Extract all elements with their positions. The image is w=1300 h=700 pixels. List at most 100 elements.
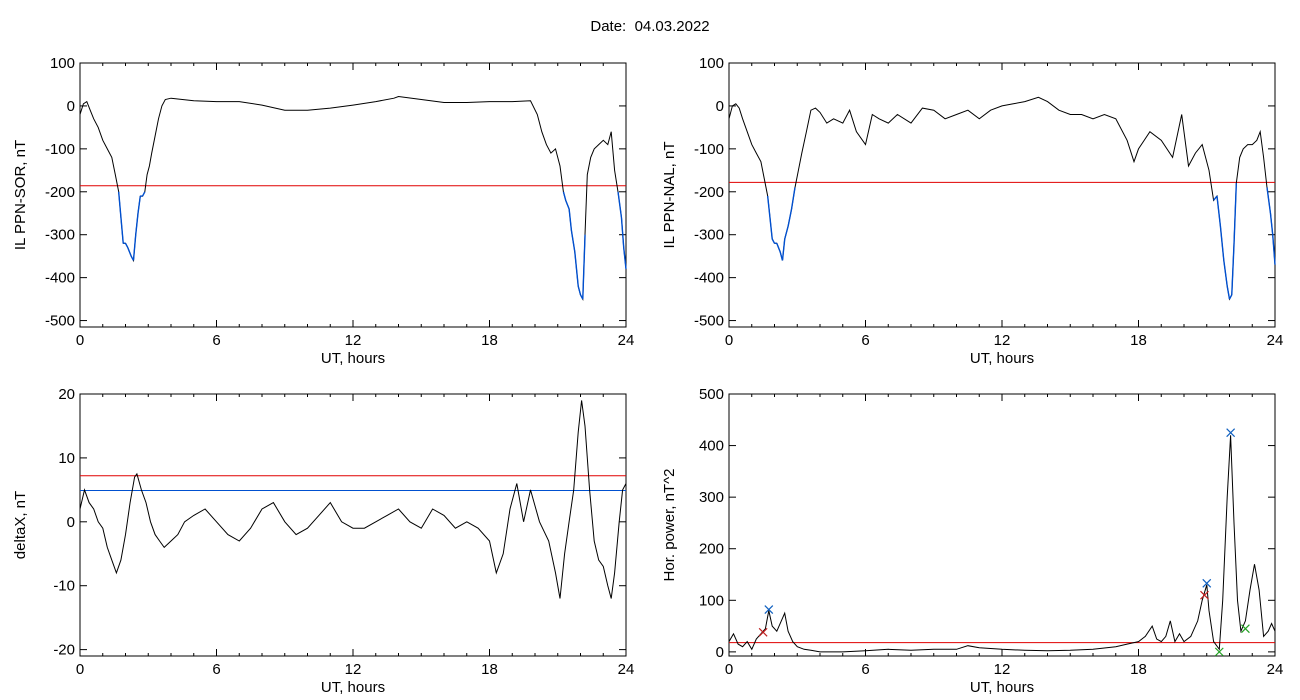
x-tick-label: 6 — [861, 332, 869, 349]
peak-marker — [758, 627, 768, 637]
y-tick-label: -500 — [45, 313, 75, 330]
x-tick-label: 24 — [618, 332, 635, 349]
below-threshold-segment — [617, 191, 623, 218]
series-line — [729, 435, 1275, 653]
y-tick-label: 100 — [699, 592, 724, 609]
y-axis-label: Hor. power, nT^2 — [661, 469, 678, 582]
y-tick-label: 100 — [699, 55, 724, 72]
x-axis-label: UT, hours — [970, 679, 1034, 696]
y-tick-label: 300 — [699, 489, 724, 506]
below-threshold-segment — [1266, 187, 1272, 214]
y-tick-label: -100 — [45, 141, 75, 158]
series-line — [80, 95, 626, 301]
peak-marker-stroke — [764, 605, 774, 615]
x-tick-label: 18 — [481, 332, 498, 349]
x-axis-label: UT, hours — [321, 350, 385, 367]
x-tick-label: 0 — [725, 332, 733, 349]
peak-marker — [1202, 578, 1212, 588]
date-label: Date: — [590, 18, 627, 35]
y-tick-label: 0 — [67, 514, 75, 531]
chart-panel-3: 0 6 12 18 24 -20 -10 0 10 20 UT, hours deltaX, nT — [12, 386, 634, 696]
y-tick-label: 100 — [50, 55, 75, 72]
below-threshold-segment — [1228, 294, 1233, 300]
peak-marker — [1214, 647, 1224, 657]
below-threshold-segment — [562, 191, 567, 201]
plot-frame — [728, 62, 1276, 328]
y-tick-label: 10 — [58, 450, 75, 467]
y-tick-label: 500 — [699, 386, 724, 403]
x-tick-label: 0 — [76, 661, 84, 678]
peak-marker — [764, 605, 774, 615]
below-threshold-segment — [776, 243, 781, 253]
below-threshold-segment — [1272, 234, 1276, 265]
chart-panel-1: 0 6 12 18 24 -500 -400 -300 -200 -100 0 100 UT, hour… — [12, 55, 634, 367]
below-threshold-segment — [766, 195, 771, 218]
y-tick-label: -200 — [694, 184, 724, 201]
date-title: Date: 04.03.2022 — [0, 18, 1300, 35]
peak-marker-stroke — [758, 627, 768, 637]
x-tick-label: 12 — [345, 332, 362, 349]
peak-marker-stroke — [1214, 647, 1224, 657]
below-threshold-segment — [120, 217, 124, 244]
below-threshold-segment — [781, 238, 786, 261]
y-axis-label: IL PPN-SOR, nT — [12, 140, 29, 250]
peak-marker-stroke — [1200, 590, 1209, 600]
below-threshold-segment — [141, 191, 146, 197]
below-threshold-segment — [1226, 286, 1231, 300]
below-threshold-segment — [117, 191, 122, 218]
x-tick-label: 18 — [1130, 661, 1147, 678]
below-threshold-segment — [1269, 213, 1274, 235]
y-tick-label: 0 — [716, 98, 724, 115]
series-line — [80, 400, 626, 599]
x-tick-label: 18 — [481, 661, 498, 678]
x-tick-label: 0 — [76, 332, 84, 349]
below-threshold-segment — [568, 208, 573, 231]
below-threshold-segment — [790, 187, 796, 210]
peak-marker — [1241, 624, 1250, 634]
y-tick-label: 400 — [699, 438, 724, 455]
x-tick-label: 6 — [212, 332, 220, 349]
below-threshold-segment — [132, 234, 137, 261]
x-tick-label: 12 — [345, 661, 362, 678]
below-threshold-segment — [1219, 226, 1225, 261]
below-threshold-segment — [574, 251, 579, 287]
below-threshold-segment — [623, 247, 627, 270]
below-threshold-segment — [771, 238, 776, 244]
below-threshold-segment — [1223, 260, 1228, 287]
y-tick-label: -300 — [694, 227, 724, 244]
below-threshold-segment — [137, 195, 141, 214]
below-threshold-segment — [570, 230, 576, 252]
x-tick-label: 24 — [1267, 332, 1284, 349]
y-tick-label: -10 — [53, 578, 75, 595]
y-tick-label: -100 — [694, 141, 724, 158]
x-tick-label: 18 — [1130, 332, 1147, 349]
x-tick-label: 24 — [1267, 661, 1284, 678]
x-tick-label: 6 — [861, 661, 869, 678]
plot-frame — [79, 62, 627, 328]
x-tick-label: 12 — [994, 332, 1011, 349]
peak-marker-stroke — [1226, 428, 1236, 438]
below-threshold-segment — [620, 217, 625, 248]
y-tick-label: -200 — [45, 184, 75, 201]
peak-marker — [1226, 428, 1236, 438]
y-tick-label: 0 — [67, 98, 75, 115]
below-threshold-segment — [769, 217, 773, 240]
below-threshold-segment — [787, 208, 793, 227]
below-threshold-segment — [582, 234, 586, 300]
below-threshold-segment — [1233, 183, 1238, 244]
y-tick-label: -400 — [45, 270, 75, 287]
y-axis-label: IL PPN-NAL, nT — [661, 142, 678, 249]
x-tick-label: 6 — [212, 661, 220, 678]
x-tick-label: 24 — [618, 661, 635, 678]
y-tick-label: -500 — [694, 313, 724, 330]
below-threshold-segment — [784, 225, 789, 240]
date-value: 04.03.2022 — [634, 18, 710, 35]
x-tick-label: 12 — [994, 661, 1011, 678]
x-axis-label: UT, hours — [970, 350, 1034, 367]
series-line — [729, 96, 1275, 301]
y-tick-label: 200 — [699, 541, 724, 558]
below-threshold-segment — [1216, 195, 1222, 227]
y-tick-label: -400 — [694, 270, 724, 287]
below-threshold-segment — [135, 213, 139, 235]
peak-marker — [1200, 590, 1209, 600]
